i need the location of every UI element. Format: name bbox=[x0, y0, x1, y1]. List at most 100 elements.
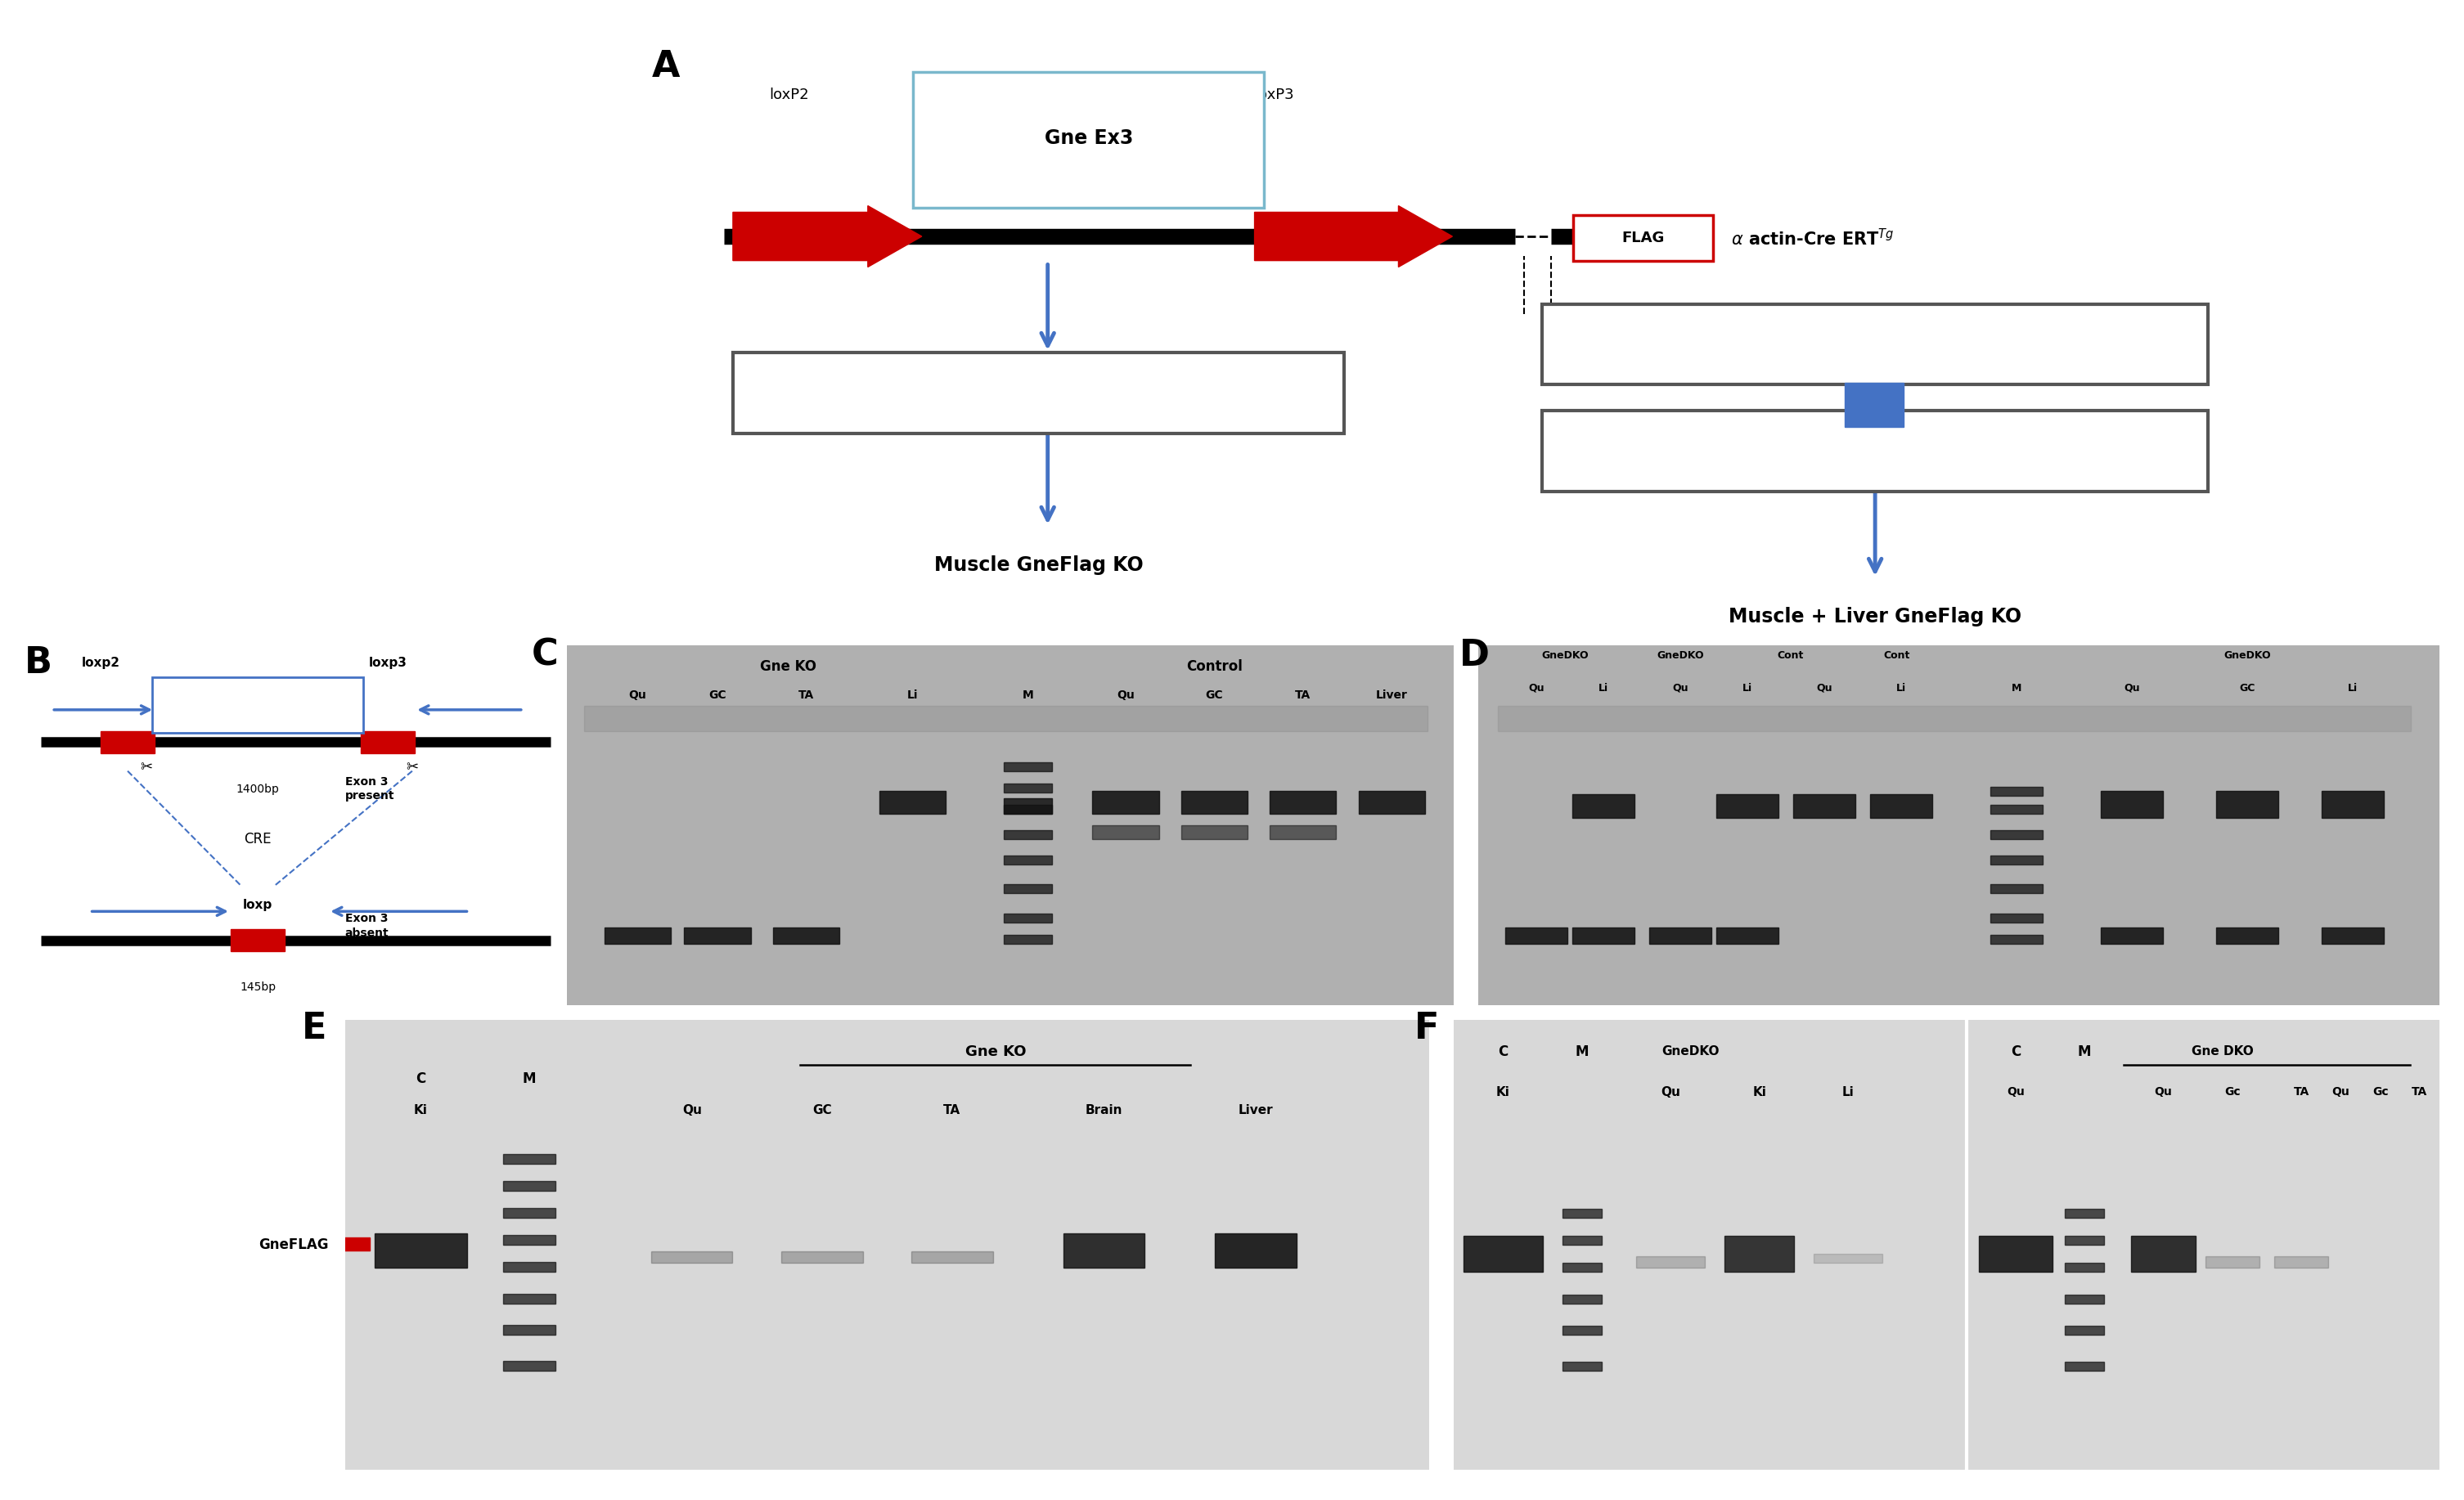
Bar bbox=[1003, 798, 1052, 815]
Text: C: C bbox=[532, 638, 557, 674]
Text: AAVTBG Cre injection: AAVTBG Cre injection bbox=[1772, 336, 1979, 352]
Text: ✂: ✂ bbox=[140, 760, 153, 776]
Bar bbox=[1003, 855, 1052, 864]
Text: Muscle GneFlag KO: Muscle GneFlag KO bbox=[934, 555, 1143, 574]
Bar bbox=[2102, 790, 2163, 818]
Text: Gc: Gc bbox=[2373, 1086, 2388, 1098]
Text: C: C bbox=[416, 1071, 426, 1086]
Bar bbox=[503, 1180, 554, 1191]
Text: A: A bbox=[653, 50, 680, 84]
Bar bbox=[503, 1208, 554, 1218]
Bar bbox=[1991, 831, 2043, 840]
Bar bbox=[503, 1360, 554, 1371]
Text: TA: TA bbox=[2294, 1086, 2309, 1098]
Text: Qu: Qu bbox=[628, 690, 646, 700]
Text: Gc: Gc bbox=[2225, 1086, 2240, 1098]
Text: Qu: Qu bbox=[2006, 1086, 2025, 1098]
Bar bbox=[1506, 927, 1567, 944]
Text: ✂: ✂ bbox=[407, 760, 419, 776]
Bar bbox=[2321, 790, 2385, 818]
Bar bbox=[1562, 1362, 1602, 1371]
Bar bbox=[1814, 1254, 1882, 1263]
Text: C: C bbox=[2011, 1044, 2020, 1059]
Bar bbox=[1003, 935, 1052, 944]
Bar bbox=[2205, 1256, 2259, 1268]
Bar bbox=[101, 732, 155, 753]
Text: Qu: Qu bbox=[683, 1104, 702, 1116]
Bar bbox=[1648, 927, 1712, 944]
Bar bbox=[2065, 1236, 2104, 1245]
Text: $\alpha$ actin-Cre ERT$^{Tg}$: $\alpha$ actin-Cre ERT$^{Tg}$ bbox=[1732, 228, 1895, 249]
Bar bbox=[1003, 783, 1052, 792]
Bar bbox=[2274, 1256, 2328, 1268]
Bar bbox=[1846, 382, 1905, 426]
Text: Qu: Qu bbox=[1116, 690, 1133, 700]
Text: Tamoxifen injection: Tamoxifen injection bbox=[1781, 442, 1969, 459]
Text: Brain: Brain bbox=[1084, 1104, 1124, 1116]
Bar bbox=[1180, 790, 1247, 815]
Bar bbox=[912, 1251, 993, 1263]
Text: M: M bbox=[1023, 690, 1032, 700]
Text: Cont: Cont bbox=[1882, 651, 1910, 662]
Bar bbox=[1003, 885, 1052, 894]
Text: Gne DKO: Gne DKO bbox=[2190, 1046, 2255, 1058]
Text: D: D bbox=[1459, 638, 1488, 674]
Bar bbox=[1092, 790, 1158, 815]
Bar bbox=[1562, 1236, 1602, 1245]
Text: B: B bbox=[25, 645, 52, 680]
Text: M: M bbox=[2077, 1044, 2092, 1059]
FancyArrow shape bbox=[1254, 206, 1451, 267]
Text: loxP3: loxP3 bbox=[1254, 87, 1294, 102]
Text: Ki: Ki bbox=[1496, 1086, 1510, 1098]
Text: TA: TA bbox=[798, 690, 813, 700]
Text: C: C bbox=[1498, 1044, 1508, 1059]
Text: E: E bbox=[301, 1011, 328, 1045]
Text: CRE: CRE bbox=[244, 833, 271, 848]
Bar bbox=[1794, 795, 1855, 818]
Text: M: M bbox=[1574, 1044, 1589, 1059]
Bar bbox=[1725, 1236, 1794, 1272]
Bar bbox=[360, 732, 414, 753]
Bar bbox=[1572, 927, 1634, 944]
Text: Li: Li bbox=[1843, 1086, 1853, 1098]
Bar bbox=[781, 1251, 862, 1263]
FancyBboxPatch shape bbox=[1572, 214, 1712, 261]
Text: 145bp: 145bp bbox=[239, 981, 276, 993]
Bar bbox=[2131, 1236, 2195, 1272]
Text: 1400bp: 1400bp bbox=[237, 783, 278, 795]
Bar bbox=[650, 1251, 732, 1263]
Bar bbox=[1636, 1256, 1705, 1268]
Text: GC: GC bbox=[710, 690, 727, 700]
Bar bbox=[2102, 927, 2163, 944]
FancyBboxPatch shape bbox=[153, 678, 365, 734]
Bar bbox=[604, 927, 670, 944]
Text: Gne KO: Gne KO bbox=[966, 1044, 1025, 1059]
Bar bbox=[1003, 914, 1052, 922]
Bar bbox=[232, 930, 286, 951]
Bar bbox=[1979, 1236, 2053, 1272]
Bar bbox=[2065, 1294, 2104, 1304]
Bar bbox=[1717, 795, 1779, 818]
Bar bbox=[375, 1233, 468, 1268]
Text: GC: GC bbox=[813, 1104, 833, 1116]
Text: Qu: Qu bbox=[1673, 682, 1688, 693]
Text: Control: Control bbox=[1185, 658, 1242, 674]
FancyBboxPatch shape bbox=[1542, 411, 2208, 490]
Text: Li: Li bbox=[1897, 682, 1907, 693]
Bar bbox=[1562, 1294, 1602, 1304]
Text: loxp: loxp bbox=[244, 898, 274, 912]
Bar bbox=[2065, 1209, 2104, 1218]
Bar bbox=[503, 1234, 554, 1245]
Bar bbox=[1092, 825, 1158, 840]
Text: Gne KO: Gne KO bbox=[761, 658, 816, 674]
Bar bbox=[2065, 1362, 2104, 1371]
Text: Qu: Qu bbox=[1661, 1086, 1680, 1098]
Bar bbox=[1572, 795, 1634, 818]
Text: TA: TA bbox=[2412, 1086, 2427, 1098]
Text: Qu: Qu bbox=[2331, 1086, 2351, 1098]
Bar bbox=[1717, 927, 1779, 944]
Bar bbox=[1269, 790, 1335, 815]
Text: Li: Li bbox=[1599, 682, 1609, 693]
Text: M: M bbox=[522, 1071, 537, 1086]
Bar bbox=[685, 927, 752, 944]
